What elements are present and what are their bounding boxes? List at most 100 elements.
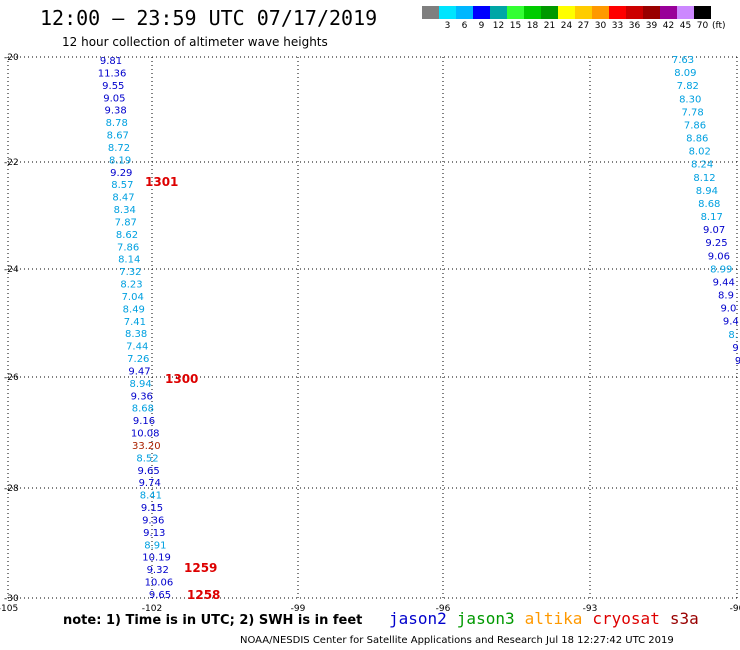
legend-swatch [660, 6, 677, 19]
legend-swatches [422, 6, 728, 19]
wave-height-value: 9.44 [713, 278, 735, 289]
wave-height-value: 7.44 [126, 342, 148, 353]
wave-height-value: 9.16 [133, 416, 155, 427]
wave-height-value: 9.36 [142, 516, 164, 527]
wave-height-value: 9.13 [143, 528, 165, 539]
lon-tick-label: -93 [583, 604, 598, 614]
satellite-s3a: s3a [669, 609, 699, 628]
wave-height-value: 9.47 [128, 367, 150, 378]
legend-swatch [541, 6, 558, 19]
wave-height-value: 10.06 [145, 578, 174, 589]
wave-height-value: 8.94 [129, 379, 151, 390]
legend-swatch [422, 6, 439, 19]
wave-height-value: 9.36 [131, 391, 153, 402]
legend-label: 3 [444, 21, 451, 31]
wave-height-value: 8.14 [118, 255, 140, 266]
wave-height-value: 9.81 [100, 56, 122, 67]
wave-height-value: 8.57 [111, 180, 133, 191]
legend-label: 42 [662, 21, 675, 31]
lat-tick-label: -22 [4, 158, 19, 168]
legend-swatch [643, 6, 660, 19]
legend-swatch [575, 6, 592, 19]
wave-height-value: 8.47 [112, 193, 134, 204]
legend-swatch [490, 6, 507, 19]
wave-height-value: 9.25 [705, 238, 727, 249]
page-title: 12:00 – 23:59 UTC 07/17/2019 [40, 6, 378, 30]
wave-height-value: 10.08 [131, 429, 160, 440]
wave-height-value: 9.32 [147, 565, 169, 576]
wave-height-value: 8.41 [140, 491, 162, 502]
satellite-jason3: jason3 [456, 609, 515, 628]
wave-height-value: 9.0 [720, 304, 736, 315]
wave-height-value: 8.9 [718, 291, 734, 302]
lat-tick-label: -28 [4, 484, 19, 494]
legend-swatch [558, 6, 575, 19]
units-note: note: 1) Time is in UTC; 2) SWH is in fe… [63, 613, 363, 628]
lat-tick-label: -30 [4, 594, 19, 604]
legend-label: 45 [679, 21, 692, 31]
wave-height-value: 8.19 [109, 155, 131, 166]
wave-height-value: 8.67 [107, 131, 129, 142]
legend-label: 9 [478, 21, 485, 31]
wave-height-value: 8.23 [120, 280, 142, 291]
wave-height-value: 8.49 [123, 304, 145, 315]
wave-height-value: 9.55 [102, 81, 124, 92]
wave-height-value: 8.09 [674, 68, 696, 79]
legend-label: 39 [645, 21, 658, 31]
lat-tick-label: -26 [4, 373, 19, 383]
legend-label: 36 [628, 21, 641, 31]
time-label: 1300 [165, 372, 198, 386]
lat-tick-label: -24 [4, 265, 19, 275]
wave-height-value: 8.99 [710, 264, 732, 275]
wave-height-value: 9 [732, 343, 738, 354]
wave-height-value: 7.86 [684, 120, 706, 131]
wave-height-value: 9.38 [104, 106, 126, 117]
wave-height-value: 8.62 [116, 230, 138, 241]
satellite-jason2: jason2 [389, 609, 447, 628]
legend-swatch [677, 6, 694, 19]
legend-labels: 3 6 9 12 15 18 21 24 27 30 33 36 39 42 45 70 (ft) [422, 21, 728, 31]
legend-label: 30 [594, 21, 607, 31]
time-label: 1259 [184, 561, 217, 575]
time-label: 1258 [187, 588, 220, 602]
wave-height-value: 8.24 [691, 160, 713, 171]
legend-label: 6 [461, 21, 468, 31]
wave-height-value: 8.78 [106, 118, 128, 129]
wave-height-value: 7.82 [677, 81, 699, 92]
wave-height-value: 8.91 [144, 540, 166, 551]
lon-tick-label: -105 [0, 604, 18, 614]
wave-height-value: 9.29 [110, 168, 132, 179]
wave-height-value: 7.86 [117, 242, 139, 253]
wave-height-value: 7.26 [127, 354, 149, 365]
wave-height-value: 9.05 [103, 93, 125, 104]
wave-height-value: 10.19 [142, 553, 171, 564]
wave-height-value: 8.86 [686, 134, 708, 145]
legend-unit: (ft) [712, 21, 726, 31]
wave-height-value: 7.63 [672, 55, 694, 66]
legend-swatch [694, 6, 711, 19]
wave-height-value: 8.72 [108, 143, 130, 154]
legend-label: 21 [543, 21, 556, 31]
legend-swatch [473, 6, 490, 19]
wave-height-value: 9.4 [723, 317, 739, 328]
legend-swatch [439, 6, 456, 19]
satellite-legend: jason2 jason3 altika cryosat s3a [389, 609, 699, 628]
wave-height-value: 11.36 [98, 68, 127, 79]
legend-label: 33 [611, 21, 624, 31]
lon-tick-label: -90 [730, 604, 740, 614]
wave-height-value: 7.41 [124, 317, 146, 328]
legend-swatch [592, 6, 609, 19]
wave-height-value: 8.12 [693, 173, 715, 184]
wave-height-value: 8.68 [132, 404, 154, 415]
legend-label: 24 [560, 21, 573, 31]
wave-height-legend: 3 6 9 12 15 18 21 24 27 30 33 36 39 42 45 70 (ft) [422, 6, 728, 36]
credit-line: NOAA/NESDIS Center for Satellite Applica… [240, 635, 674, 646]
wave-height-value: 9.06 [708, 251, 730, 262]
legend-label: 12 [492, 21, 505, 31]
legend-label: 27 [577, 21, 590, 31]
legend-swatch [626, 6, 643, 19]
lon-tick-label: -99 [291, 604, 306, 614]
wave-height-value: 8.34 [114, 205, 136, 216]
